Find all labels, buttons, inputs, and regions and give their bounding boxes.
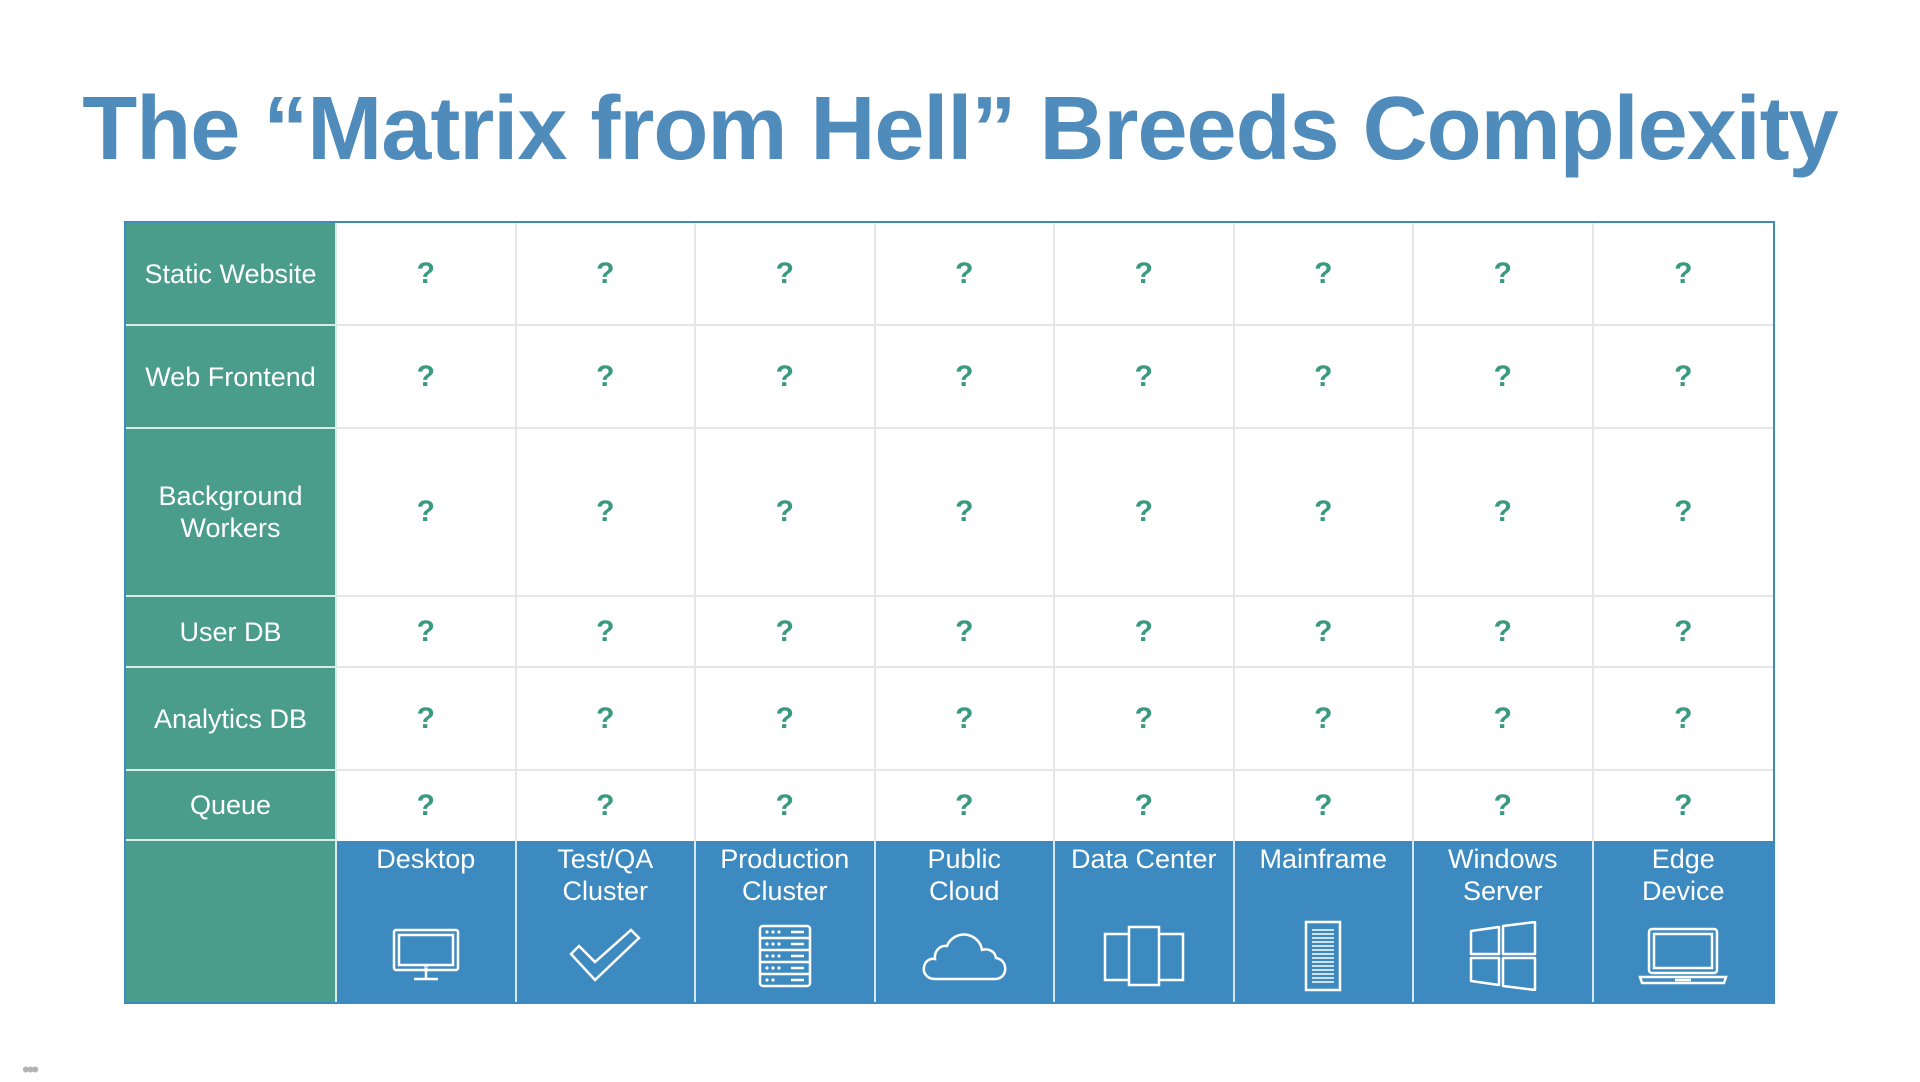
matrix-cell-question-mark: ? <box>696 429 876 597</box>
column-header: Data Center <box>1055 841 1235 1002</box>
matrix-cell-question-mark: ? <box>1234 668 1414 771</box>
matrix-cell-question-mark: ? <box>1414 597 1594 668</box>
laptop-icon <box>1633 913 1733 999</box>
matrix-cell-question-mark: ? <box>1414 668 1594 771</box>
matrix-cell-question-mark: ? <box>696 223 876 326</box>
server-rack-icon <box>735 913 835 999</box>
row-header: Web Frontend <box>126 326 337 429</box>
column-header-label: Mainframe <box>1259 844 1388 874</box>
matrix-cell-question-mark: ? <box>1055 771 1235 841</box>
matrix-cell-question-mark: ? <box>1234 429 1414 597</box>
checkmark-icon <box>555 913 655 999</box>
matrix-cell-question-mark: ? <box>875 668 1055 771</box>
row-header: Queue <box>126 771 337 841</box>
matrix-cell-question-mark: ? <box>516 429 696 597</box>
matrix-cell-question-mark: ? <box>1414 326 1594 429</box>
matrix-cell-question-mark: ? <box>1055 668 1235 771</box>
matrix-cell-question-mark: ? <box>337 771 517 841</box>
column-header-label: Windows Server <box>1447 844 1558 906</box>
matrix-cell-question-mark: ? <box>1593 597 1773 668</box>
column-header: Windows Server <box>1414 841 1594 1002</box>
matrix-corner <box>126 841 337 1002</box>
matrix-cell-question-mark: ? <box>696 771 876 841</box>
matrix-cell-question-mark: ? <box>875 429 1055 597</box>
matrix-cell-question-mark: ? <box>337 429 517 597</box>
matrix-cell-question-mark: ? <box>1055 326 1235 429</box>
matrix-cell-question-mark: ? <box>1055 429 1235 597</box>
desktop-monitor-icon <box>376 913 476 999</box>
matrix-cell-question-mark: ? <box>1414 223 1594 326</box>
matrix-cell-question-mark: ? <box>516 597 696 668</box>
column-header-label: Public Cloud <box>927 844 1002 906</box>
matrix-cell-question-mark: ? <box>516 668 696 771</box>
matrix-cell-question-mark: ? <box>1593 326 1773 429</box>
matrix-cell-question-mark: ? <box>875 223 1055 326</box>
column-header: Edge Device <box>1593 841 1773 1002</box>
slide-title: The “Matrix from Hell” Breeds Complexity <box>82 79 1838 179</box>
column-header-label: Desktop <box>376 844 476 874</box>
data-center-icon <box>1094 913 1194 999</box>
row-header: User DB <box>126 597 337 668</box>
matrix-cell-question-mark: ? <box>1414 771 1594 841</box>
matrix-cell-question-mark: ? <box>875 771 1055 841</box>
row-header: Analytics DB <box>126 668 337 771</box>
matrix-cell-question-mark: ? <box>1593 771 1773 841</box>
column-header: Mainframe <box>1234 841 1414 1002</box>
matrix-cell-question-mark: ? <box>1234 223 1414 326</box>
column-header-label: Data Center <box>1070 844 1217 874</box>
column-header: Production Cluster <box>696 841 876 1002</box>
more-options-icon[interactable]: ••• <box>22 1057 39 1082</box>
matrix-cell-question-mark: ? <box>875 597 1055 668</box>
matrix-cell-question-mark: ? <box>337 668 517 771</box>
column-header-label: Production Cluster <box>720 844 850 906</box>
row-header: Static Website <box>126 223 337 326</box>
column-header-label: Test/QA Cluster <box>557 844 654 906</box>
row-header: Background Workers <box>126 429 337 597</box>
mainframe-icon <box>1273 913 1373 999</box>
matrix-cell-question-mark: ? <box>516 223 696 326</box>
matrix-cell-question-mark: ? <box>875 326 1055 429</box>
column-header-label: Edge Device <box>1641 844 1725 906</box>
matrix-cell-question-mark: ? <box>516 326 696 429</box>
matrix-cell-question-mark: ? <box>1414 429 1594 597</box>
matrix-cell-question-mark: ? <box>1593 223 1773 326</box>
deployment-matrix: Static Website???????? Web Frontend??????… <box>124 221 1775 1004</box>
matrix-cell-question-mark: ? <box>337 597 517 668</box>
matrix-cell-question-mark: ? <box>516 771 696 841</box>
matrix-cell-question-mark: ? <box>1234 771 1414 841</box>
matrix-grid: Static Website???????? Web Frontend??????… <box>126 223 1773 1002</box>
matrix-cell-question-mark: ? <box>1055 597 1235 668</box>
column-header: Test/QA Cluster <box>516 841 696 1002</box>
column-header: Desktop <box>337 841 517 1002</box>
matrix-cell-question-mark: ? <box>337 326 517 429</box>
matrix-cell-question-mark: ? <box>1055 223 1235 326</box>
matrix-cell-question-mark: ? <box>1234 326 1414 429</box>
matrix-cell-question-mark: ? <box>1593 429 1773 597</box>
windows-logo-icon <box>1453 913 1553 999</box>
matrix-cell-question-mark: ? <box>337 223 517 326</box>
column-header: Public Cloud <box>875 841 1055 1002</box>
matrix-cell-question-mark: ? <box>696 597 876 668</box>
matrix-cell-question-mark: ? <box>1593 668 1773 771</box>
matrix-cell-question-mark: ? <box>1234 597 1414 668</box>
cloud-icon <box>914 913 1014 999</box>
matrix-cell-question-mark: ? <box>696 668 876 771</box>
matrix-cell-question-mark: ? <box>696 326 876 429</box>
